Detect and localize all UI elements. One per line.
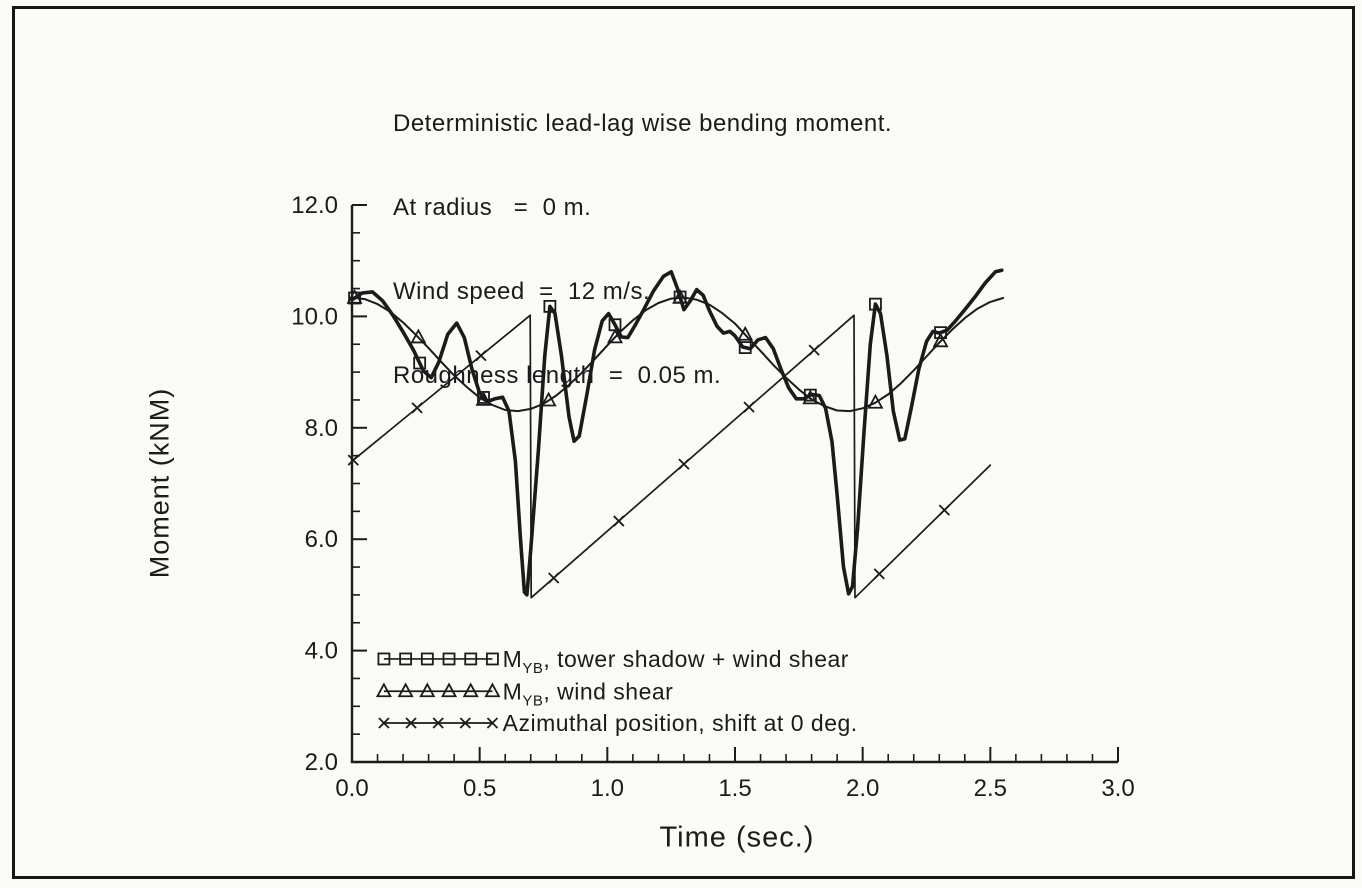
y-tick-label: 6.0	[305, 526, 338, 553]
triangle-marker	[419, 682, 436, 698]
header-line-1: Deterministic lead-lag wise bending mome…	[393, 110, 893, 137]
square-marker	[420, 652, 434, 666]
x-tick-label: 2.5	[974, 775, 1007, 802]
series-line	[351, 296, 1005, 413]
y-tick-label: 10.0	[291, 303, 338, 330]
y-tick-label: 8.0	[305, 415, 338, 442]
x-marker	[808, 344, 820, 356]
square-marker	[934, 326, 947, 340]
square-marker	[442, 652, 456, 666]
x-marker	[548, 572, 560, 584]
x-tick-label: 0.0	[335, 775, 368, 802]
x-tick-label: 2.0	[846, 775, 879, 802]
x-marker	[486, 717, 499, 729]
y-tick-label: 12.0	[291, 192, 338, 219]
square-marker	[399, 652, 413, 666]
x-tick-label: 0.5	[463, 775, 496, 802]
triangle-marker	[346, 288, 363, 304]
triangle-marker	[606, 328, 624, 344]
x-marker	[743, 401, 755, 413]
chart-header: Deterministic lead-lag wise bending mome…	[393, 54, 892, 446]
page-border	[12, 6, 1355, 879]
y-tick-label: 4.0	[305, 638, 338, 665]
x-marker	[938, 504, 951, 516]
series-line	[350, 268, 1004, 597]
triangle-marker	[932, 332, 949, 348]
square-marker	[377, 652, 391, 666]
triangle-marker	[462, 682, 479, 698]
triangle-marker	[441, 682, 458, 698]
x-marker	[613, 515, 625, 527]
triangle-marker	[410, 328, 427, 344]
triangle-marker	[475, 391, 492, 406]
square-marker	[869, 297, 882, 311]
x-marker	[432, 717, 444, 729]
x-tick-label: 3.0	[1101, 775, 1134, 802]
x-marker	[378, 717, 390, 729]
y-tick-label: 2.0	[305, 749, 338, 776]
square-marker	[486, 652, 499, 666]
x-axis-title: Time (sec.)	[659, 821, 815, 854]
square-marker	[464, 652, 478, 666]
legend-label: MYB, wind shear	[503, 678, 674, 709]
x-marker	[459, 717, 471, 729]
series-line	[351, 314, 992, 599]
axes	[350, 205, 1118, 764]
square-marker	[413, 356, 427, 370]
x-marker	[405, 717, 417, 729]
triangle-marker	[375, 682, 392, 698]
x-marker	[347, 454, 359, 466]
square-marker	[543, 299, 557, 313]
x-marker	[411, 402, 423, 414]
triangle-marker	[867, 393, 884, 409]
triangle-marker	[737, 325, 754, 341]
legend-label: MYB, tower shadow + wind shear	[503, 646, 849, 677]
x-tick-label: 1.5	[718, 775, 751, 802]
triangle-marker	[672, 288, 689, 304]
square-marker	[738, 341, 752, 354]
triangle-marker	[802, 389, 819, 405]
triangle-marker	[397, 682, 414, 698]
header-line-2: At radius = 0 m.	[393, 194, 592, 221]
header-line-3: Wind speed = 12 m/s.	[393, 278, 651, 305]
triangle-marker	[540, 391, 557, 407]
x-tick-label: 1.0	[591, 775, 624, 802]
x-marker	[873, 568, 885, 580]
x-marker	[678, 458, 690, 470]
x-marker	[475, 350, 487, 362]
legend-label: Azimuthal position, shift at 0 deg.	[503, 710, 858, 736]
triangle-marker	[484, 682, 501, 698]
